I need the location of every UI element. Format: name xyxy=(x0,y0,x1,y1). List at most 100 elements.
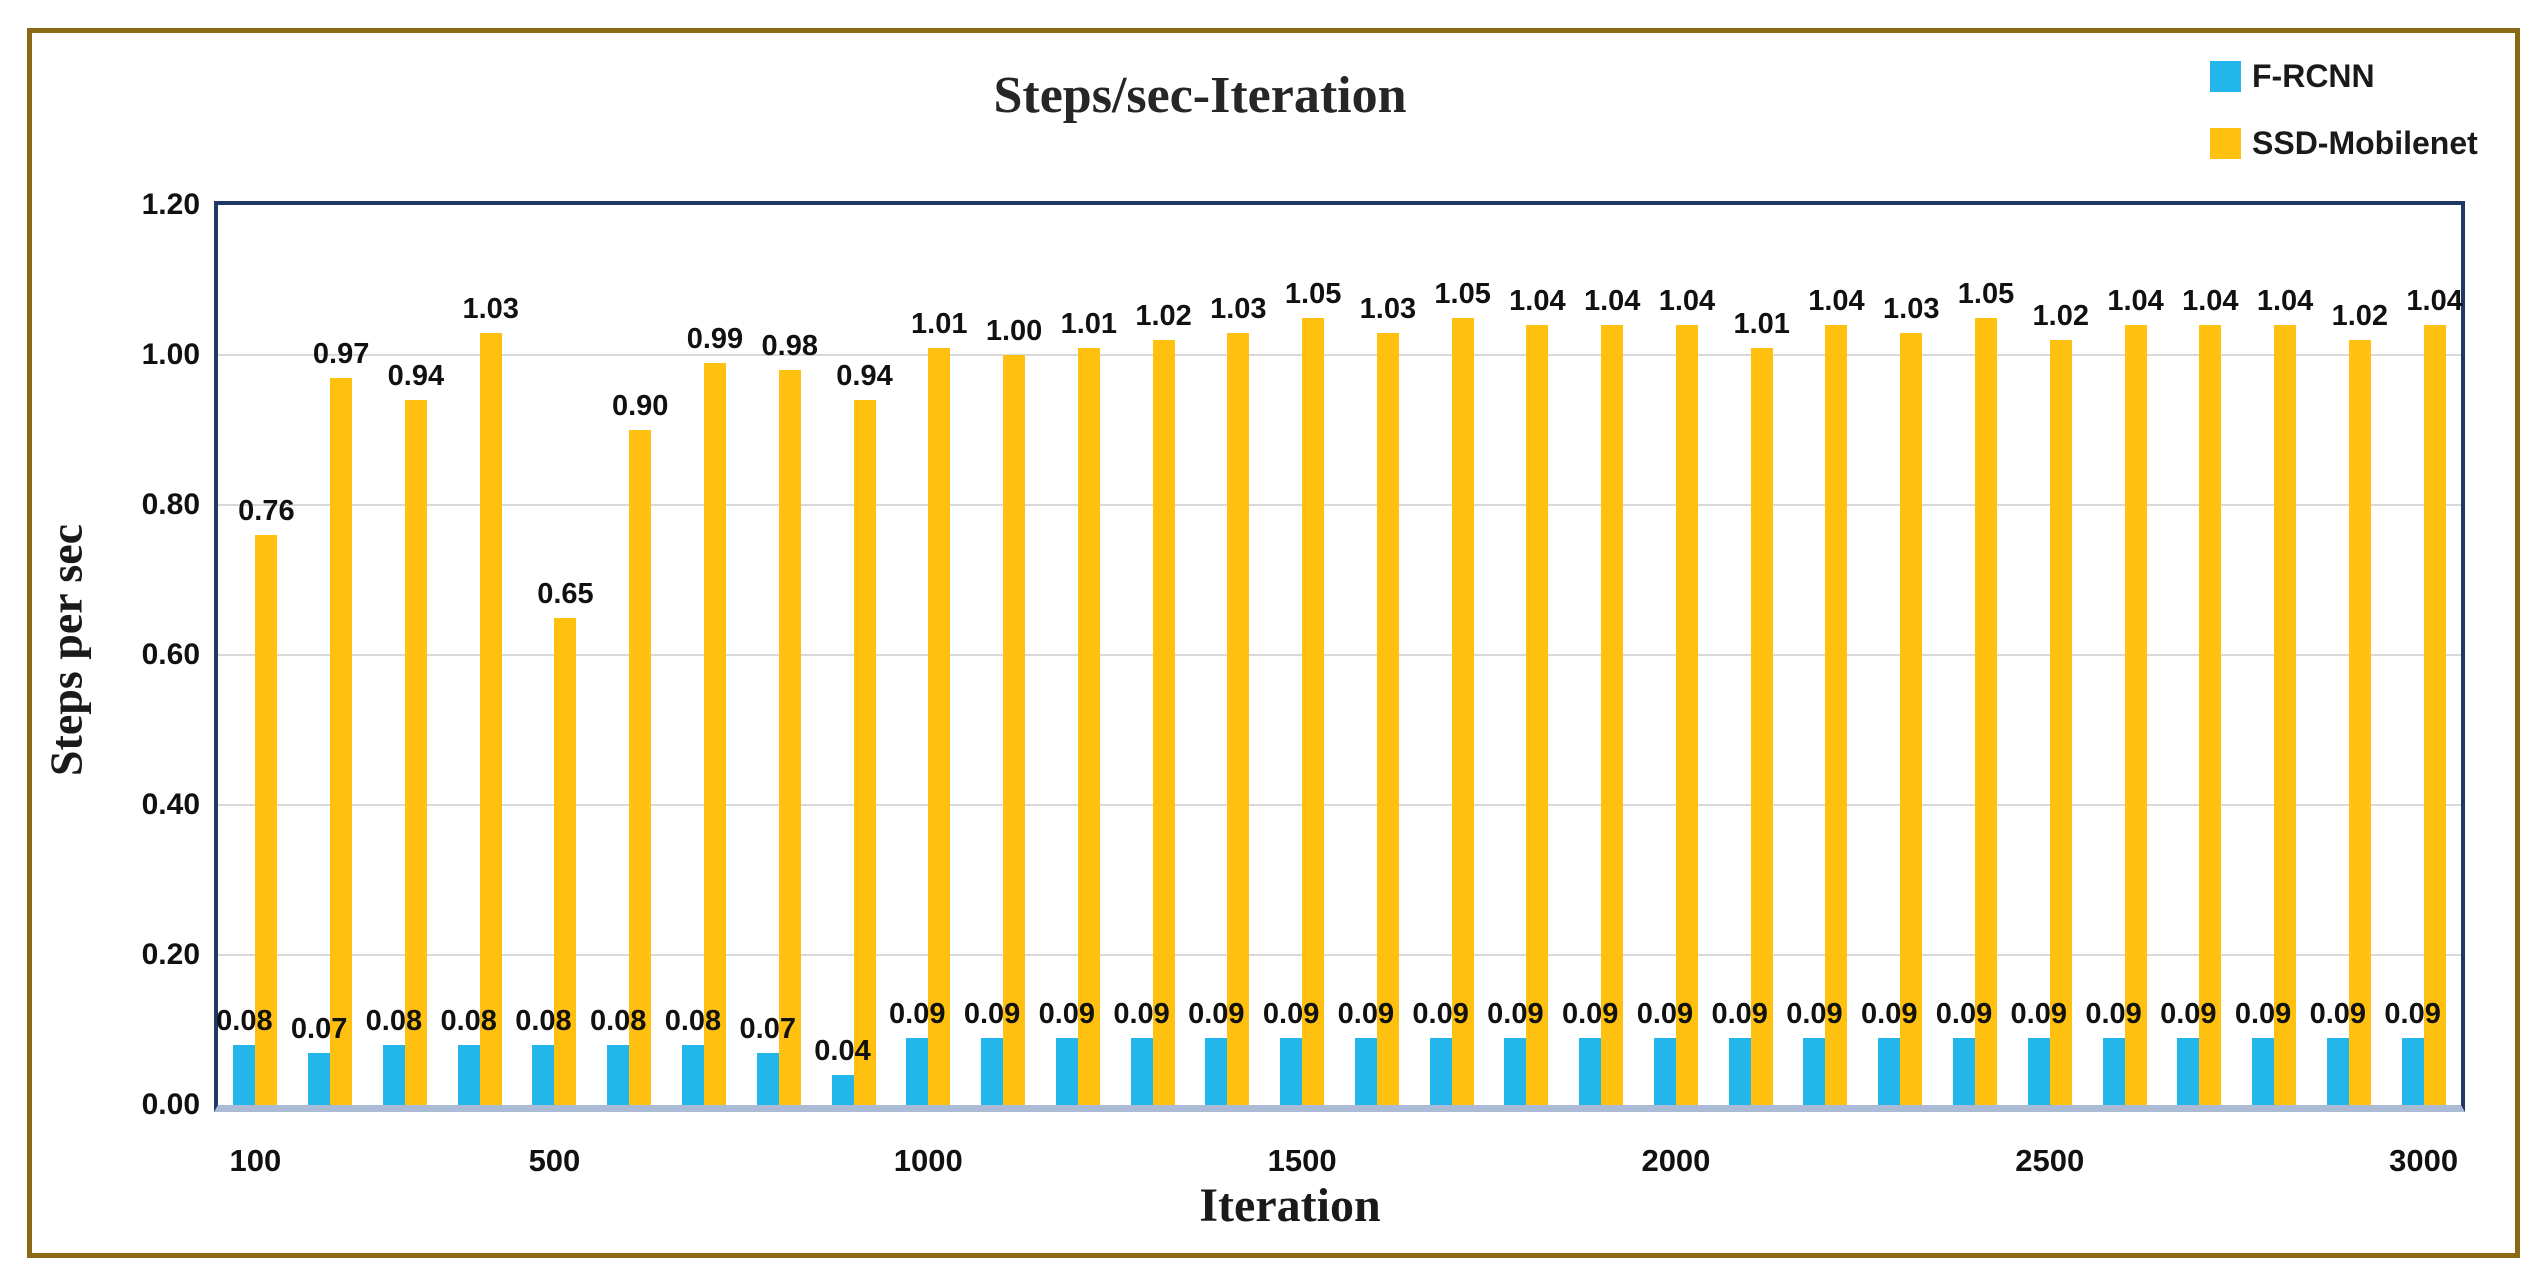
bar-ssd-mobilenet xyxy=(404,400,427,1105)
bar-f-rcnn xyxy=(1055,1037,1078,1105)
bar-ssd-mobilenet xyxy=(2199,325,2222,1105)
bar-data-label: 0.08 xyxy=(365,1005,423,1037)
bar-data-label: 0.09 xyxy=(1636,997,1694,1030)
bar-data-label: 0.09 xyxy=(2309,997,2367,1030)
x-tick-label: 100 xyxy=(229,1143,282,1178)
bar-ssd-mobilenet xyxy=(1451,317,1474,1105)
bar-data-label: 0.76 xyxy=(238,495,295,527)
bar-f-rcnn xyxy=(1354,1037,1377,1105)
bar-data-label: 0.09 xyxy=(2010,997,2068,1030)
bar-data-label: 1.04 xyxy=(1658,285,1716,317)
x-tick-label: 1000 xyxy=(893,1143,963,1178)
y-tick-label: 0.60 xyxy=(141,638,200,671)
bar-data-label: 1.01 xyxy=(1060,307,1118,340)
bar-f-rcnn xyxy=(382,1045,405,1105)
bar-data-label: 0.08 xyxy=(440,1005,497,1037)
bar-data-label: 1.01 xyxy=(1733,307,1790,340)
bar-data-label: 1.04 xyxy=(1509,285,1566,317)
bar-data-label: 0.09 xyxy=(1262,997,1320,1030)
legend-item-f-rcnn: F-RCNN xyxy=(2210,58,2478,95)
bar-f-rcnn xyxy=(233,1045,256,1105)
bar-f-rcnn xyxy=(457,1045,480,1105)
bar-data-label: 0.09 xyxy=(1935,997,1993,1030)
gridline xyxy=(218,354,2461,356)
bar-ssd-mobilenet xyxy=(1750,347,1773,1105)
bar-data-label: 0.09 xyxy=(963,997,1021,1030)
bar-data-label: 0.07 xyxy=(290,1012,348,1045)
bar-data-label: 0.09 xyxy=(1861,997,1918,1030)
bar-f-rcnn xyxy=(1953,1037,1976,1105)
bar-data-label: 1.04 xyxy=(1583,285,1641,317)
bar-ssd-mobilenet xyxy=(2423,325,2446,1105)
bar-f-rcnn xyxy=(831,1075,854,1105)
bar-ssd-mobilenet xyxy=(853,400,876,1105)
y-tick-label: 0.40 xyxy=(141,788,200,821)
bar-data-label: 0.94 xyxy=(836,360,893,392)
bar-f-rcnn xyxy=(1504,1037,1527,1105)
bar-ssd-mobilenet xyxy=(1825,325,1848,1105)
bar-f-rcnn xyxy=(1653,1037,1676,1105)
bar-data-label: 1.03 xyxy=(1883,292,1940,325)
bar-ssd-mobilenet xyxy=(330,377,353,1105)
y-tick-label: 0.00 xyxy=(141,1088,200,1121)
legend-label-ssd-mobilenet: SSD-Mobilenet xyxy=(2252,125,2478,161)
bar-f-rcnn xyxy=(1728,1037,1751,1105)
bar-ssd-mobilenet xyxy=(1601,325,1624,1105)
bar-ssd-mobilenet xyxy=(1077,347,1100,1105)
bar-data-label: 0.09 xyxy=(1786,997,1843,1030)
y-tick-label: 1.00 xyxy=(141,338,200,371)
chart-title: Steps/sec-Iteration xyxy=(993,67,1407,124)
bar-data-label: 0.09 xyxy=(1711,997,1768,1030)
bar-data-label: 0.90 xyxy=(611,390,669,422)
bar-f-rcnn xyxy=(1280,1037,1303,1105)
bar-ssd-mobilenet xyxy=(554,617,577,1105)
bar-ssd-mobilenet xyxy=(255,535,278,1105)
bar-data-label: 1.05 xyxy=(1284,277,1342,310)
y-tick-label: 0.80 xyxy=(141,488,200,521)
bar-data-label: 1.02 xyxy=(1135,300,1192,332)
bar-f-rcnn xyxy=(2326,1037,2349,1105)
bar-data-label: 0.09 xyxy=(1337,997,1395,1030)
bar-ssd-mobilenet xyxy=(479,332,502,1105)
gridline xyxy=(218,804,2461,806)
bar-f-rcnn xyxy=(1803,1037,1826,1105)
bar-f-rcnn xyxy=(2401,1037,2424,1105)
bar-data-label: 1.02 xyxy=(2032,300,2090,332)
x-tick-label: 1500 xyxy=(1267,1143,1337,1178)
bar-f-rcnn xyxy=(1205,1037,1228,1105)
bar-ssd-mobilenet xyxy=(1003,355,1026,1105)
bar-f-rcnn xyxy=(981,1037,1004,1105)
bar-f-rcnn xyxy=(2102,1037,2125,1105)
bar-data-label: 0.97 xyxy=(312,337,370,370)
bar-f-rcnn xyxy=(1130,1037,1153,1105)
bar-data-label: 1.04 xyxy=(2107,285,2164,317)
bar-data-label: 0.09 xyxy=(2160,997,2217,1030)
legend-item-ssd-mobilenet: SSD-Mobilenet xyxy=(2210,125,2478,162)
bar-data-label: 0.08 xyxy=(216,1005,273,1037)
legend-label-f-rcnn: F-RCNN xyxy=(2252,58,2375,94)
bar-data-label: 1.01 xyxy=(911,307,968,340)
bar-data-label: 0.04 xyxy=(814,1035,871,1067)
bar-data-label: 1.05 xyxy=(1957,277,2015,310)
legend-swatch-f-rcnn xyxy=(2210,61,2241,92)
bar-data-label: 1.04 xyxy=(2406,285,2463,317)
bar-data-label: 1.04 xyxy=(2182,285,2239,317)
bar-f-rcnn xyxy=(2177,1037,2200,1105)
x-tick-label: 2000 xyxy=(1641,1143,1711,1178)
bar-ssd-mobilenet xyxy=(1227,332,1250,1105)
bar-data-label: 0.09 xyxy=(889,997,946,1030)
bar-data-label: 0.09 xyxy=(1561,997,1619,1030)
bar-data-label: 0.09 xyxy=(1487,997,1544,1030)
bar-ssd-mobilenet xyxy=(703,362,726,1105)
bar-data-label: 0.65 xyxy=(537,577,594,610)
x-tick-label: 2500 xyxy=(2015,1143,2085,1178)
bar-f-rcnn xyxy=(756,1052,779,1105)
bar-ssd-mobilenet xyxy=(1900,332,1923,1105)
bar-data-label: 1.00 xyxy=(985,315,1043,347)
bar-ssd-mobilenet xyxy=(1302,317,1325,1105)
bar-f-rcnn xyxy=(607,1045,630,1105)
bar-data-label: 1.02 xyxy=(2331,300,2389,332)
gridline xyxy=(218,504,2461,506)
bar-f-rcnn xyxy=(906,1037,929,1105)
bar-data-label: 1.04 xyxy=(1808,285,1865,317)
